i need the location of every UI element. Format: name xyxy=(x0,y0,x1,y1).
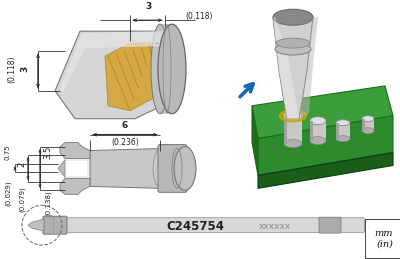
FancyBboxPatch shape xyxy=(319,217,341,233)
Polygon shape xyxy=(336,123,350,139)
Ellipse shape xyxy=(151,24,169,114)
Text: 6: 6 xyxy=(122,121,128,130)
Polygon shape xyxy=(58,160,65,177)
Text: xxxxxx: xxxxxx xyxy=(259,222,291,231)
Polygon shape xyxy=(273,17,313,119)
Polygon shape xyxy=(60,143,90,159)
Ellipse shape xyxy=(284,112,302,120)
Polygon shape xyxy=(60,31,165,93)
Text: (0.236): (0.236) xyxy=(111,138,139,147)
Ellipse shape xyxy=(276,38,310,48)
Text: 3: 3 xyxy=(145,2,151,11)
Text: (0.118): (0.118) xyxy=(8,55,16,83)
FancyBboxPatch shape xyxy=(158,145,187,192)
Ellipse shape xyxy=(336,120,350,126)
Polygon shape xyxy=(60,178,90,194)
Polygon shape xyxy=(90,149,168,188)
Text: 3.5: 3.5 xyxy=(44,146,52,159)
Ellipse shape xyxy=(275,43,311,55)
Polygon shape xyxy=(28,219,44,231)
Polygon shape xyxy=(284,116,287,143)
Ellipse shape xyxy=(336,136,350,142)
Polygon shape xyxy=(105,43,158,111)
Ellipse shape xyxy=(174,147,196,190)
Ellipse shape xyxy=(153,149,167,187)
Polygon shape xyxy=(258,153,393,188)
Ellipse shape xyxy=(310,117,326,125)
Text: 0.75: 0.75 xyxy=(5,145,11,161)
Text: mm
(in): mm (in) xyxy=(374,229,393,248)
Text: (0.079): (0.079) xyxy=(19,186,25,212)
Polygon shape xyxy=(284,116,302,143)
Ellipse shape xyxy=(362,128,374,134)
Polygon shape xyxy=(258,116,393,175)
Text: (0.118): (0.118) xyxy=(185,12,212,21)
Polygon shape xyxy=(310,121,326,141)
Polygon shape xyxy=(252,106,258,175)
FancyBboxPatch shape xyxy=(43,216,67,234)
Ellipse shape xyxy=(284,140,302,148)
Polygon shape xyxy=(336,123,339,139)
Polygon shape xyxy=(55,31,165,119)
Text: (0.029): (0.029) xyxy=(5,181,12,206)
FancyBboxPatch shape xyxy=(54,218,364,233)
Ellipse shape xyxy=(273,9,313,25)
Polygon shape xyxy=(160,24,173,114)
Ellipse shape xyxy=(158,24,186,114)
Ellipse shape xyxy=(310,136,326,145)
Text: C245754: C245754 xyxy=(166,220,224,233)
Polygon shape xyxy=(273,17,299,119)
Text: (0.138): (0.138) xyxy=(45,190,51,216)
Polygon shape xyxy=(362,119,374,131)
Polygon shape xyxy=(252,86,393,139)
Polygon shape xyxy=(299,17,318,119)
Text: 3: 3 xyxy=(20,66,30,72)
Polygon shape xyxy=(65,160,88,177)
Ellipse shape xyxy=(362,116,374,122)
Polygon shape xyxy=(368,219,390,231)
Text: 2: 2 xyxy=(18,162,26,167)
Polygon shape xyxy=(310,121,313,141)
Polygon shape xyxy=(362,119,365,131)
